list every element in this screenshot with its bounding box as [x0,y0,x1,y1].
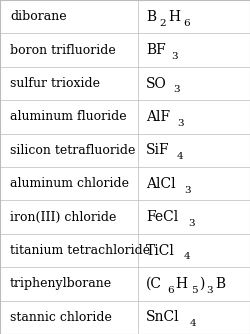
Text: B: B [215,277,225,291]
Text: iron(III) chloride: iron(III) chloride [10,211,117,223]
Text: aluminum fluoride: aluminum fluoride [10,111,127,123]
Text: boron trifluoride: boron trifluoride [10,44,116,56]
Text: 4: 4 [177,152,183,161]
Text: stannic chloride: stannic chloride [10,311,112,324]
Text: 3: 3 [178,119,184,128]
Text: SnCl: SnCl [146,310,180,324]
Text: 5: 5 [191,286,198,295]
Text: 4: 4 [184,252,190,261]
Text: 3: 3 [172,52,178,61]
Text: 3: 3 [188,219,194,228]
Text: 3: 3 [184,185,191,194]
Text: B: B [146,10,156,24]
Text: SO: SO [146,76,167,91]
Text: H: H [176,277,188,291]
Text: 4: 4 [190,319,196,328]
Text: sulfur trioxide: sulfur trioxide [10,77,100,90]
Text: H: H [168,10,180,24]
Text: ): ) [200,277,205,291]
Text: BF: BF [146,43,166,57]
Text: (C: (C [146,277,162,291]
Text: SiF: SiF [146,143,170,157]
Text: 6: 6 [167,286,173,295]
Text: diborane: diborane [10,10,66,23]
Text: triphenylborane: triphenylborane [10,278,112,290]
Text: AlCl: AlCl [146,177,176,191]
Text: 6: 6 [183,18,190,27]
Text: 3: 3 [206,286,213,295]
Text: silicon tetrafluoride: silicon tetrafluoride [10,144,136,157]
Text: FeCl: FeCl [146,210,178,224]
Text: 3: 3 [173,85,180,94]
Text: TiCl: TiCl [146,243,175,258]
Text: 2: 2 [159,18,166,27]
Text: titanium tetrachloride: titanium tetrachloride [10,244,150,257]
Text: AlF: AlF [146,110,171,124]
Text: aluminum chloride: aluminum chloride [10,177,129,190]
